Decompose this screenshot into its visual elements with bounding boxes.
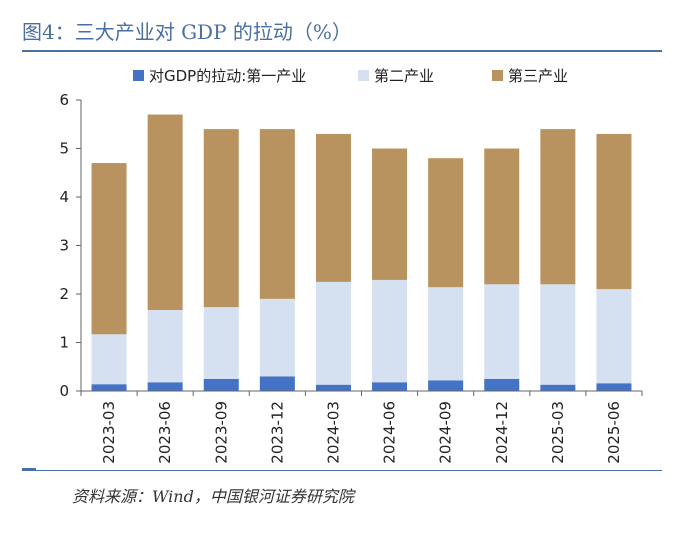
- y-tick-label: 3: [59, 237, 69, 255]
- bar-segment-series-1: [540, 384, 576, 391]
- bar-segment-series-1: [372, 382, 408, 391]
- x-tick-label: 2023-06: [156, 401, 174, 464]
- title-divider: [22, 50, 662, 52]
- bar-segment-series-1: [484, 378, 520, 391]
- bar-segment-series-1: [147, 382, 183, 391]
- x-tick-label: 2024-12: [493, 401, 511, 464]
- bar-segment-series-3: [484, 148, 520, 285]
- source-note: 资料来源：Wind，中国银河证券研究院: [72, 487, 354, 506]
- bar-segment-series-3: [372, 148, 408, 280]
- bar-segment-series-2: [91, 334, 127, 385]
- x-tick-label: 2023-03: [100, 401, 118, 464]
- bar-segment-series-1: [203, 378, 239, 391]
- x-tick-label: 2025-06: [605, 401, 623, 464]
- bar-segment-series-2: [315, 281, 351, 385]
- bar-segment-series-3: [596, 133, 632, 290]
- bar-segment-series-2: [428, 287, 464, 381]
- bar-segment-series-3: [259, 129, 295, 299]
- x-tick-label: 2023-12: [268, 401, 286, 464]
- figure-title: 图4：三大产业对 GDP 的拉动（%）: [22, 20, 352, 44]
- legend-swatch-series-1: [133, 70, 144, 81]
- legend-swatch-series-2: [358, 70, 369, 81]
- bar-segment-series-2: [540, 284, 576, 385]
- y-tick-label: 2: [59, 285, 69, 303]
- chart-legend: 对GDP的拉动:第一产业 第二产业 第三产业: [133, 67, 568, 85]
- bar-segment-series-2: [203, 307, 239, 379]
- bar-segment-series-1: [91, 384, 127, 391]
- legend-label-series-1: 对GDP的拉动:第一产业: [149, 67, 306, 85]
- bar-segment-series-2: [259, 298, 295, 377]
- bar-segment-series-3: [428, 158, 464, 288]
- y-tick-label: 4: [59, 188, 69, 206]
- bar-segment-series-1: [259, 376, 295, 391]
- x-tick-label: 2024-06: [381, 401, 399, 464]
- bar-segment-series-2: [372, 279, 408, 383]
- bar-segment-series-3: [147, 114, 183, 311]
- legend-swatch-series-3: [492, 70, 503, 81]
- bar-segment-series-2: [596, 289, 632, 384]
- chart-bars: [91, 114, 632, 391]
- footer-rule-accent: [22, 468, 36, 471]
- bar-segment-series-2: [484, 284, 520, 379]
- x-tick-label: 2024-09: [437, 401, 455, 464]
- bar-segment-series-2: [147, 310, 183, 383]
- y-tick-label: 6: [59, 91, 69, 109]
- bar-segment-series-1: [315, 384, 351, 391]
- bar-segment-series-1: [596, 383, 632, 391]
- bar-segment-series-1: [428, 380, 464, 391]
- x-tick-label: 2023-09: [212, 401, 230, 464]
- legend-label-series-3: 第三产业: [508, 67, 568, 85]
- x-tick-label: 2025-03: [549, 401, 567, 464]
- y-tick-label: 0: [59, 382, 69, 400]
- y-tick-label: 1: [59, 334, 69, 352]
- bar-segment-series-3: [315, 133, 351, 282]
- bar-segment-series-3: [91, 163, 127, 335]
- footer-divider: [22, 470, 662, 471]
- bar-segment-series-3: [203, 129, 239, 308]
- y-axis-ticks: 0 1 2 3 4 5 6: [59, 91, 81, 400]
- y-tick-label: 5: [59, 140, 69, 158]
- legend-label-series-2: 第二产业: [374, 67, 434, 85]
- bar-segment-series-3: [540, 129, 576, 285]
- x-axis-ticks: 2023-03 2023-06 2023-09 2023-12 2024-03 2024-…: [80, 391, 643, 464]
- x-tick-label: 2024-03: [324, 401, 342, 464]
